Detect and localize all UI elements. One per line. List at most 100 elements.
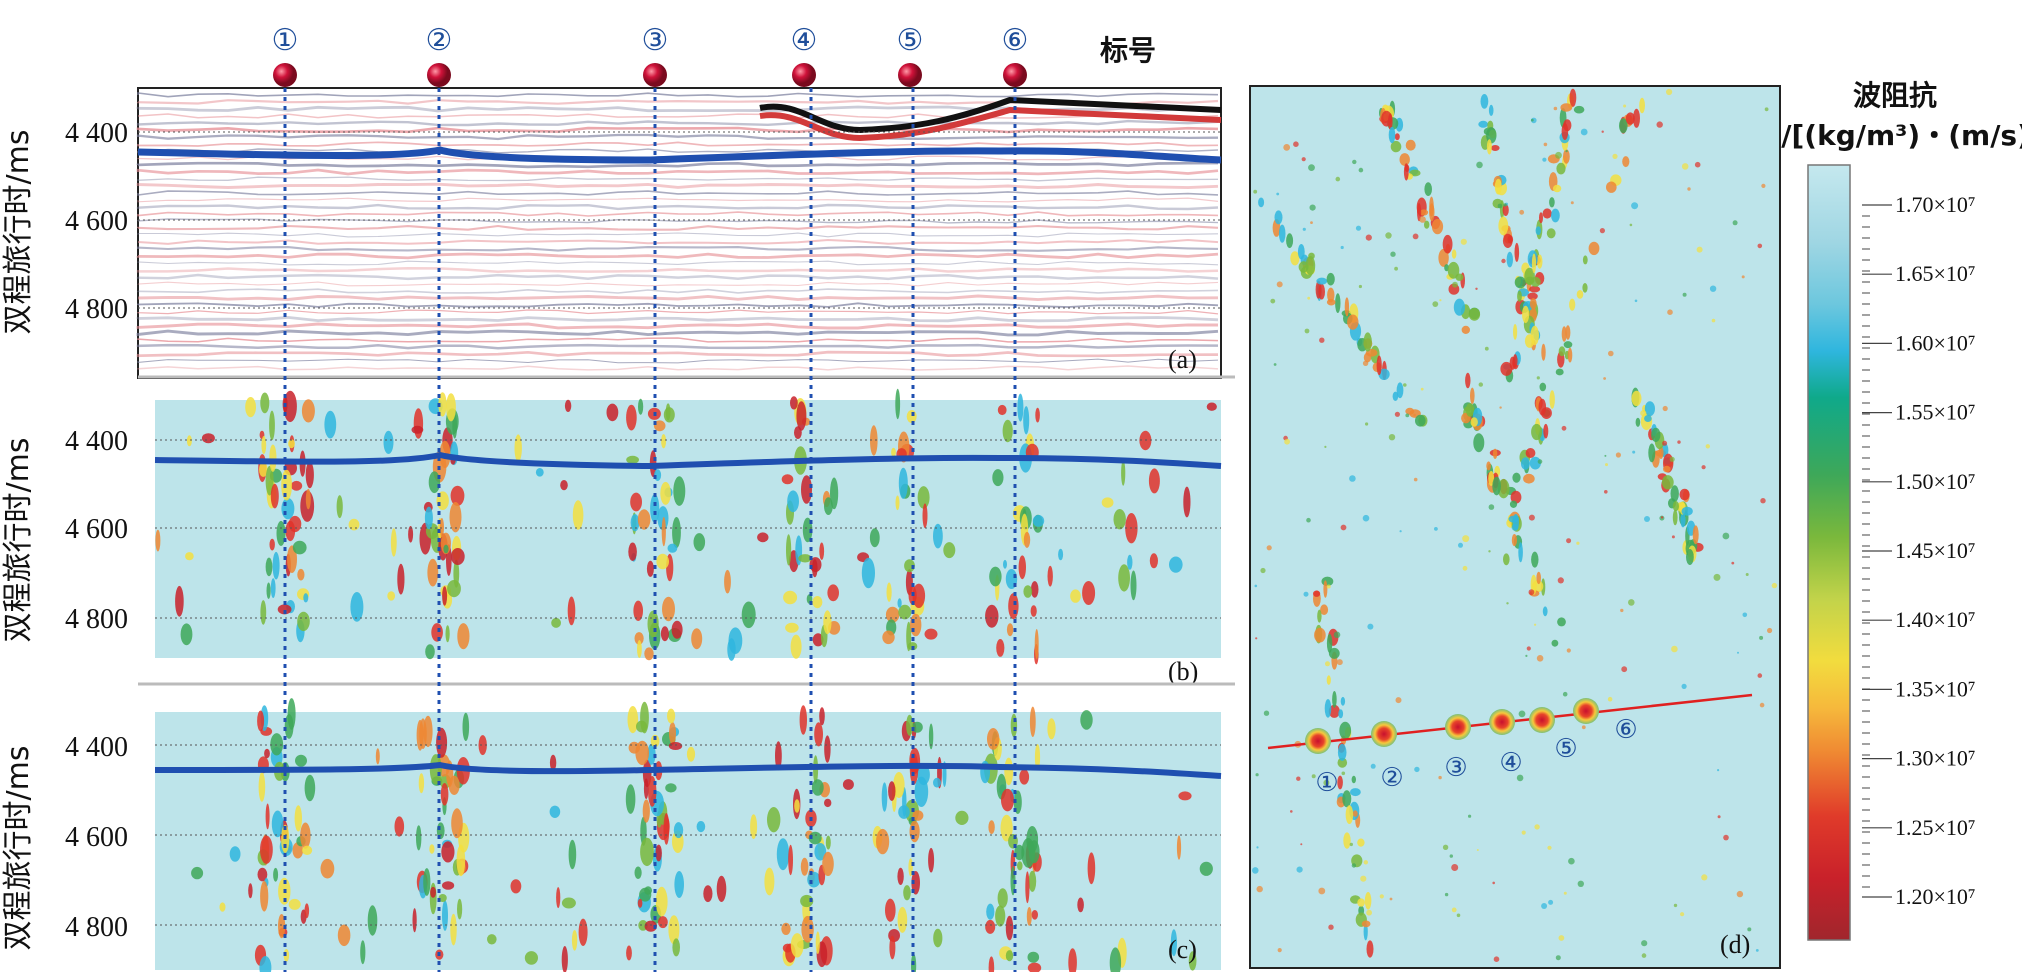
impedance-blob — [450, 913, 457, 946]
map-speckle — [1492, 881, 1495, 885]
map-speckle — [1468, 814, 1472, 818]
map-anomaly — [1419, 209, 1429, 216]
map-speckle — [1623, 104, 1627, 108]
map-speckle — [1497, 203, 1503, 209]
impedance-blob — [790, 634, 802, 659]
horizon-b — [154, 451, 1222, 470]
map-speckle — [1420, 387, 1424, 391]
map-anomaly — [1563, 341, 1573, 349]
map-anomaly — [1290, 251, 1300, 266]
impedance-blob — [578, 918, 588, 946]
top-marker-labels: ① ② ③ ④ ⑤ ⑥ 标号 — [272, 23, 1156, 67]
impedance-blob — [1034, 629, 1039, 660]
seismic-trace — [136, 329, 1219, 337]
map-speckle — [1475, 287, 1478, 290]
impedance-blob — [909, 820, 920, 843]
map-anomaly — [1399, 153, 1410, 166]
impedance-blob — [630, 492, 642, 512]
panel-a: (a) — [136, 87, 1222, 379]
impedance-blob — [390, 528, 397, 557]
impedance-blob — [943, 542, 956, 559]
seismic-trace — [136, 133, 1219, 141]
map-anomaly — [1569, 298, 1576, 311]
map-speckle — [1283, 144, 1291, 151]
map-speckle — [1570, 201, 1574, 205]
seismic-trace — [136, 119, 1219, 127]
impedance-blob — [626, 945, 632, 961]
impedance-blob — [278, 914, 286, 939]
impedance-blob — [442, 586, 448, 606]
map-anomaly — [1511, 534, 1517, 547]
marker-legend-label: 标号 — [1100, 34, 1156, 67]
map-speckle — [1612, 153, 1618, 159]
map-anomaly — [1524, 334, 1535, 348]
impedance-blob — [1109, 947, 1122, 972]
map-speckle — [1747, 927, 1752, 932]
y-axis-c: 双程旅行时/ms 4 400 4 600 4 800 — [1, 732, 128, 950]
seismic-trace — [137, 197, 1219, 203]
impedance-blob — [644, 647, 654, 661]
map-anomaly — [1305, 256, 1316, 276]
map-speckle — [1390, 251, 1396, 257]
strong-reflector — [759, 96, 1222, 134]
panel-d-label: (d) — [1720, 930, 1750, 959]
impedance-blob — [257, 867, 268, 882]
map-anomaly — [1338, 709, 1344, 719]
impedance-blob — [428, 471, 441, 494]
impedance-blob — [912, 810, 924, 821]
map-speckle — [1566, 538, 1572, 544]
impedance-blob — [549, 805, 561, 818]
map-anomaly — [1539, 382, 1547, 392]
impedance-blob — [1149, 553, 1158, 569]
seismic-trace — [137, 113, 1219, 119]
map-anomaly — [1297, 244, 1305, 260]
seismic-trace — [137, 211, 1219, 217]
map-anomaly — [1582, 283, 1588, 293]
impedance-blob — [264, 748, 270, 759]
map-anomaly — [1470, 387, 1475, 404]
map-anomaly — [1339, 721, 1352, 740]
impedance-blob — [812, 633, 824, 647]
impedance-blob — [1058, 548, 1064, 561]
map-speckle — [1366, 909, 1372, 916]
impedance-blob — [997, 404, 1007, 416]
impedance-blob — [861, 557, 876, 589]
impedance-blob — [656, 553, 669, 570]
impedance-blob — [898, 467, 908, 499]
impedance-blob — [647, 743, 656, 765]
map-speckle — [1318, 887, 1326, 895]
map-speckle — [1460, 238, 1467, 245]
map-speckle — [1458, 542, 1463, 548]
map-speckle — [1731, 561, 1735, 565]
map-anomaly — [1552, 184, 1562, 193]
map-anomaly — [1424, 220, 1430, 229]
impedance-blob — [337, 924, 351, 947]
impedance-blob — [997, 888, 1008, 908]
map-anomaly — [1507, 235, 1514, 244]
impedance-blob — [922, 503, 928, 528]
map-speckle — [1355, 225, 1362, 231]
map-anomaly — [1538, 398, 1547, 416]
impedance-blob — [452, 414, 458, 439]
map-speckle — [1484, 346, 1489, 351]
map-speckle — [1266, 545, 1272, 551]
impedance-blob — [450, 485, 465, 506]
marker-ball-5 — [898, 63, 922, 87]
map-speckle — [1488, 504, 1495, 510]
map-speckle — [1722, 532, 1730, 540]
y-axis-title-a: 双程旅行时/ms — [1, 130, 36, 335]
map-speckle — [1542, 157, 1547, 162]
impedance-blob — [643, 778, 649, 799]
map-anomaly — [1498, 216, 1509, 236]
map-speckle — [1526, 646, 1531, 651]
impedance-blob — [453, 559, 460, 588]
impedance-blob — [443, 544, 449, 554]
impedance-blob — [842, 779, 854, 790]
map-speckle — [1323, 779, 1330, 786]
panel-b: (b) — [155, 388, 1221, 686]
impedance-blob — [663, 813, 670, 845]
map-speckle — [1335, 176, 1341, 182]
impedance-blob — [741, 601, 756, 629]
time-gridlines — [138, 131, 1221, 926]
map-anomaly — [1644, 401, 1655, 417]
